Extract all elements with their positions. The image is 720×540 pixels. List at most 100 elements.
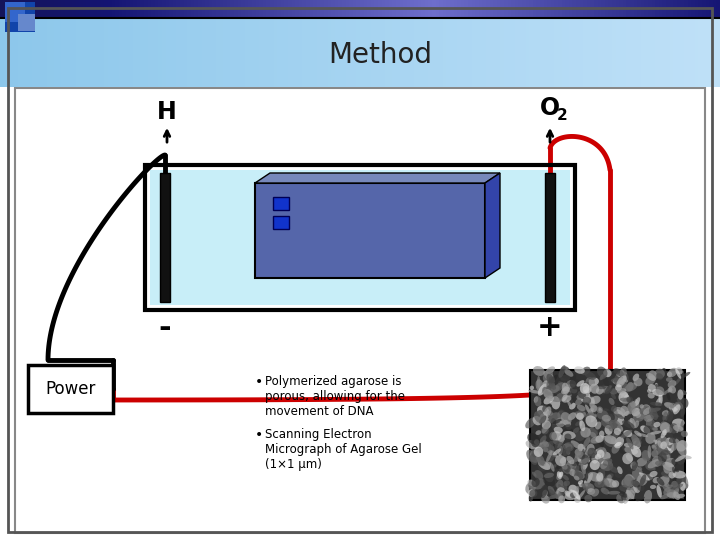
Ellipse shape — [623, 475, 634, 488]
Ellipse shape — [657, 477, 665, 485]
Bar — [698, 0, 703, 18]
Bar — [641, 19, 645, 87]
Ellipse shape — [597, 474, 601, 480]
Bar — [328, 19, 332, 87]
Ellipse shape — [663, 465, 670, 474]
Ellipse shape — [526, 440, 539, 449]
Ellipse shape — [597, 450, 605, 458]
Ellipse shape — [590, 404, 598, 409]
Ellipse shape — [621, 406, 629, 416]
Ellipse shape — [644, 490, 652, 503]
Ellipse shape — [549, 489, 556, 498]
Ellipse shape — [577, 444, 585, 453]
Bar — [486, 0, 490, 18]
Ellipse shape — [585, 377, 595, 388]
Bar — [148, 19, 152, 87]
Bar — [508, 19, 512, 87]
Ellipse shape — [534, 396, 539, 403]
Bar — [652, 0, 656, 18]
Bar — [277, 0, 282, 18]
Ellipse shape — [531, 478, 540, 487]
Bar — [706, 19, 710, 87]
Bar — [544, 19, 548, 87]
Bar — [234, 0, 238, 18]
Ellipse shape — [531, 437, 540, 447]
Ellipse shape — [667, 482, 678, 487]
Ellipse shape — [621, 430, 632, 438]
Ellipse shape — [675, 423, 683, 430]
Bar — [212, 0, 217, 18]
Ellipse shape — [541, 413, 546, 417]
Bar — [536, 0, 541, 18]
Ellipse shape — [582, 483, 592, 488]
Bar — [461, 0, 465, 18]
Ellipse shape — [582, 397, 591, 404]
Ellipse shape — [606, 475, 612, 484]
Bar — [385, 0, 390, 18]
Ellipse shape — [551, 386, 559, 393]
Ellipse shape — [537, 376, 540, 389]
Ellipse shape — [676, 440, 688, 451]
Ellipse shape — [562, 383, 569, 394]
Bar — [83, 19, 87, 87]
Bar — [284, 0, 289, 18]
Bar — [648, 19, 652, 87]
Ellipse shape — [614, 437, 624, 448]
Ellipse shape — [541, 427, 549, 434]
Bar — [356, 19, 361, 87]
Ellipse shape — [594, 448, 603, 454]
Ellipse shape — [667, 380, 676, 388]
Ellipse shape — [622, 389, 629, 397]
Bar — [425, 19, 429, 87]
Bar — [227, 19, 231, 87]
Ellipse shape — [676, 475, 685, 485]
Ellipse shape — [544, 444, 554, 453]
Bar — [580, 0, 584, 18]
Bar — [270, 0, 274, 18]
Ellipse shape — [596, 370, 608, 379]
Ellipse shape — [586, 416, 591, 425]
Ellipse shape — [622, 397, 631, 404]
Ellipse shape — [548, 494, 560, 500]
Ellipse shape — [562, 396, 572, 403]
Ellipse shape — [545, 441, 554, 451]
Ellipse shape — [563, 420, 568, 425]
Ellipse shape — [583, 437, 590, 448]
Bar — [457, 0, 462, 18]
Bar — [122, 19, 127, 87]
Ellipse shape — [572, 395, 581, 402]
Ellipse shape — [561, 412, 572, 424]
Ellipse shape — [609, 388, 618, 395]
Bar — [76, 19, 80, 87]
Ellipse shape — [652, 466, 656, 470]
Ellipse shape — [648, 413, 660, 417]
Bar — [702, 19, 706, 87]
Ellipse shape — [562, 387, 567, 395]
Bar — [184, 19, 188, 87]
Ellipse shape — [631, 480, 640, 488]
Bar — [119, 0, 123, 18]
Ellipse shape — [600, 408, 611, 420]
Ellipse shape — [608, 414, 618, 422]
Ellipse shape — [568, 485, 579, 496]
Ellipse shape — [586, 465, 595, 473]
Bar — [367, 0, 372, 18]
Ellipse shape — [565, 422, 571, 427]
Ellipse shape — [645, 376, 656, 385]
Bar — [421, 0, 426, 18]
Ellipse shape — [576, 413, 584, 420]
Bar — [364, 0, 368, 18]
Ellipse shape — [622, 421, 634, 429]
Ellipse shape — [653, 460, 659, 467]
Bar — [601, 19, 606, 87]
Ellipse shape — [542, 387, 554, 399]
Bar — [540, 0, 544, 18]
Bar — [220, 0, 224, 18]
Ellipse shape — [563, 447, 572, 456]
Ellipse shape — [615, 471, 623, 478]
Bar — [634, 19, 638, 87]
Ellipse shape — [576, 384, 586, 390]
Ellipse shape — [588, 409, 597, 418]
Ellipse shape — [671, 481, 678, 488]
Bar — [450, 0, 454, 18]
